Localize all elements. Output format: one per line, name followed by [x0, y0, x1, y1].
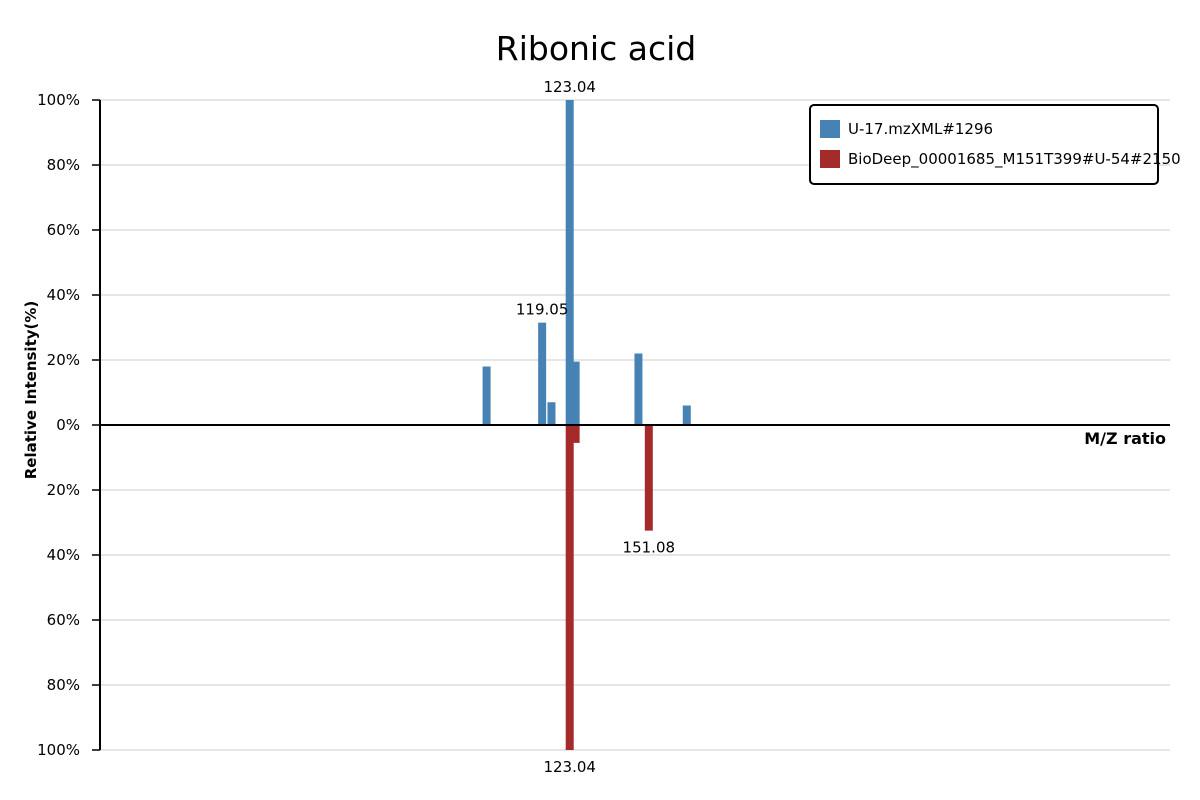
legend-label-reference: BioDeep_00001685_M151T399#U-54#2150 — [848, 150, 1181, 169]
peak-bar — [634, 353, 643, 425]
peak-bar — [538, 322, 547, 425]
peak-bar — [565, 425, 574, 750]
y-tick-label: 40% — [47, 546, 80, 564]
peak-bar — [482, 366, 491, 425]
y-tick-label: 60% — [47, 221, 80, 239]
peak-bar — [547, 402, 556, 425]
legend-swatch-query — [820, 120, 840, 138]
chart-title: Ribonic acid — [496, 29, 696, 68]
peak-label: 119.05 — [516, 301, 569, 319]
y-tick-label: 20% — [47, 481, 80, 499]
y-tick-label: 60% — [47, 611, 80, 629]
legend-box — [809, 104, 1159, 185]
legend-label-query: U-17.mzXML#1296 — [848, 120, 993, 138]
y-tick-label: 20% — [47, 351, 80, 369]
peak-label: 123.04 — [543, 758, 596, 776]
y-tick-label: 80% — [47, 156, 80, 174]
peak-label: 151.08 — [623, 539, 676, 557]
peak-bar — [682, 405, 691, 425]
legend: U-17.mzXML#1296 BioDeep_00001685_M151T39… — [809, 104, 1181, 185]
peak-bar — [571, 425, 580, 443]
y-tick-label: 0% — [56, 416, 80, 434]
y-tick-label: 100% — [37, 91, 80, 109]
x-axis-label: M/Z ratio — [1084, 429, 1166, 448]
peak-bar — [565, 100, 574, 425]
peak-labels: 119.05 123.04 123.04 151.08 — [516, 78, 675, 776]
peak-bars — [482, 100, 691, 750]
y-axis-label: Relative Intensity(%) — [22, 301, 40, 480]
peak-bar — [644, 425, 653, 531]
y-tick-label: 100% — [37, 741, 80, 759]
peak-bar — [571, 361, 580, 425]
peak-label: 123.04 — [543, 78, 596, 96]
y-axis-ticks: 100% 80% 60% 40% 20% 0% 20% 40% 60% 80% 100% — [37, 91, 100, 759]
legend-swatch-reference — [820, 150, 840, 168]
y-tick-label: 80% — [47, 676, 80, 694]
y-tick-label: 40% — [47, 286, 80, 304]
